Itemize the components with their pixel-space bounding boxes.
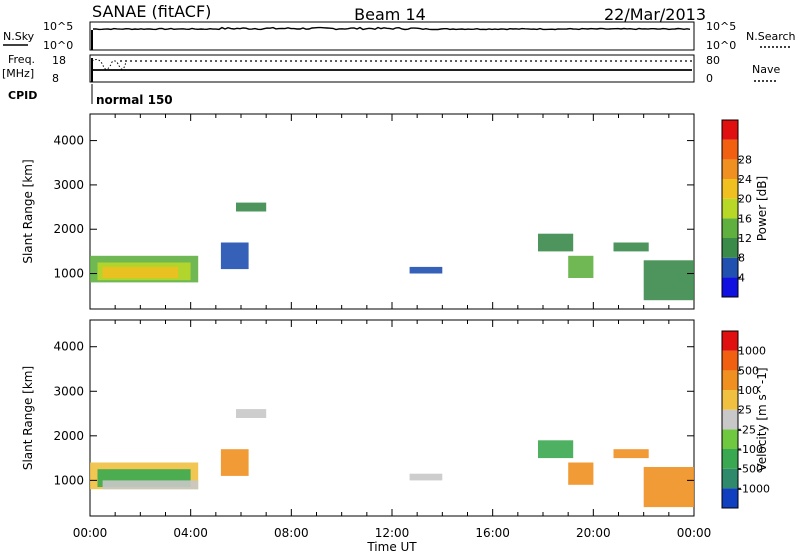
velocity-colorbar-label: Velocity [m s^-1] — [755, 367, 769, 471]
velocity-ytick-label: 2000 — [53, 429, 84, 443]
velocity-colorbar-swatch — [722, 488, 738, 508]
time-axis-tick-label: 16:00 — [475, 526, 510, 540]
nsky-label: N.Sky — [3, 30, 35, 43]
power-colorbar-tick-label: 24 — [738, 173, 752, 186]
velocity-colorbar-swatch — [722, 370, 738, 390]
velocity-colorbar-swatch — [722, 390, 738, 410]
time-axis-tick-label: 12:00 — [375, 526, 410, 540]
velocity-colorbar-tick-label: 25 — [738, 404, 752, 417]
velocity-ytick-label: 3000 — [53, 384, 84, 398]
time-axis-tick-label: 00:00 — [73, 526, 108, 540]
time-axis: Time UT 00:00 04:00 08:00 12:00 16:00 20:00 00… — [73, 526, 712, 554]
velocity-echo-region-6 — [538, 440, 574, 459]
freq-panel: Freq. [MHz] 18 8 80 0 Nave CPID normal 1… — [2, 53, 780, 107]
time-axis-label: Time UT — [366, 540, 417, 554]
power-colorbar-tick-label: 12 — [738, 232, 752, 245]
nave-tick-top: 80 — [706, 54, 720, 67]
velocity-echo-region-3 — [220, 449, 249, 476]
power-ytick-label: 1000 — [53, 267, 84, 281]
velocity-echo-region-2 — [102, 480, 199, 490]
velocity-colorbar-tick-label: -500 — [738, 463, 763, 476]
velocity-echo-region-7 — [568, 462, 594, 485]
velocity-colorbar-tick-label: -1000 — [738, 482, 770, 495]
power-colorbar-swatch — [722, 159, 738, 179]
power-echo-region-9 — [643, 260, 694, 301]
date-title: 22/Mar/2013 — [604, 5, 706, 24]
power-echo-region-3 — [220, 242, 249, 270]
power-echo-region-5 — [409, 266, 443, 274]
time-axis-tick-label: 08:00 — [274, 526, 309, 540]
time-axis-tick-label: 00:00 — [677, 526, 712, 540]
velocity-colorbar-swatch — [722, 449, 738, 469]
nsearch-tick-bottom: 10^0 — [706, 39, 736, 52]
power-echo-region-7 — [568, 255, 594, 278]
velocity-colorbar-tick-label: -25 — [738, 423, 756, 436]
power-echo-region-8 — [613, 242, 649, 252]
nsky-tick-bottom: 10^0 — [43, 39, 73, 52]
velocity-colorbar-frame — [721, 330, 739, 509]
nsky-tick-top: 10^5 — [43, 20, 73, 33]
power-colorbar-swatch — [722, 218, 738, 238]
power-colorbar-swatch — [722, 139, 738, 160]
power-colorbar-tick-label: 28 — [738, 153, 752, 166]
power-colorbar-tick-label: 4 — [738, 271, 745, 284]
cpid-value: normal 150 — [96, 93, 173, 107]
power-colorbar-label: Power [dB] — [755, 176, 769, 241]
power-panel: 1000 2000 3000 4000 Slant Range [km] 4 8 12 16 20… — [21, 113, 769, 310]
freq-unit: [MHz] — [2, 67, 34, 80]
velocity-echo-region-5 — [409, 473, 443, 481]
nsky-trace — [92, 26, 691, 31]
velocity-colorbar-tick-label: 500 — [738, 364, 759, 377]
nave-label: Nave — [752, 63, 780, 76]
velocity-panel: 1000 2000 3000 4000 Slant Range [km] 1000 500 1… — [21, 319, 770, 517]
power-echo-region-2 — [102, 266, 179, 278]
power-colorbar-tick-label: 16 — [738, 212, 752, 225]
beam-title: Beam 14 — [354, 5, 426, 24]
power-colorbar-swatch — [722, 120, 738, 140]
velocity-colorbar-swatch — [722, 468, 738, 489]
velocity-echo-region-4 — [236, 409, 267, 418]
nsky-frame — [89, 21, 695, 51]
power-colorbar-tick-label: 8 — [738, 252, 745, 265]
freq-tick-top: 18 — [52, 54, 66, 67]
power-ytick-label: 3000 — [53, 178, 84, 192]
nave-tick-bottom: 0 — [706, 72, 713, 85]
power-ytick-label: 4000 — [53, 134, 84, 148]
nsearch-label: N.Search — [746, 30, 796, 43]
velocity-colorbar-tick-label: -100 — [738, 443, 763, 456]
nave-trace-start — [91, 59, 127, 70]
velocity-ytick-label: 4000 — [53, 340, 84, 354]
time-axis-tick-label: 20:00 — [576, 526, 611, 540]
velocity-colorbar-tick-label: 100 — [738, 384, 759, 397]
velocity-ytick-label: 1000 — [53, 473, 84, 487]
power-colorbar-swatch — [722, 277, 738, 297]
velocity-colorbar-swatch — [722, 429, 738, 449]
power-colorbar-tick-label: 20 — [738, 193, 752, 206]
power-colorbar-frame — [721, 119, 739, 298]
freq-tick-bottom: 8 — [52, 72, 59, 85]
cpid-label: CPID — [8, 89, 37, 102]
time-axis-tick-label: 04:00 — [173, 526, 208, 540]
velocity-colorbar-tick-label: 1000 — [738, 345, 766, 358]
power-ytick-label: 2000 — [53, 222, 84, 236]
power-colorbar-swatch — [722, 238, 738, 258]
velocity-echo-region-9 — [643, 467, 694, 508]
velocity-colorbar-swatch — [722, 409, 738, 430]
velocity-colorbar-swatch — [722, 331, 738, 351]
power-ylabel: Slant Range [km] — [21, 159, 35, 263]
velocity-ylabel: Slant Range [km] — [21, 366, 35, 470]
velocity-colorbar-swatch — [722, 350, 738, 371]
power-echo-region-4 — [236, 202, 267, 212]
power-echo-region-6 — [538, 233, 574, 252]
power-colorbar-swatch — [722, 198, 738, 219]
nsky-panel: N.Sky 10^5 10^0 10^5 10^0 N.Search — [3, 20, 796, 52]
station-title: SANAE (fitACF) — [92, 2, 211, 21]
velocity-echo-region-8 — [613, 449, 649, 459]
freq-frame — [89, 54, 695, 83]
power-colorbar-swatch — [722, 257, 738, 278]
power-colorbar-swatch — [722, 179, 738, 199]
freq-label: Freq. — [8, 53, 35, 66]
nsearch-tick-top: 10^5 — [706, 20, 736, 33]
